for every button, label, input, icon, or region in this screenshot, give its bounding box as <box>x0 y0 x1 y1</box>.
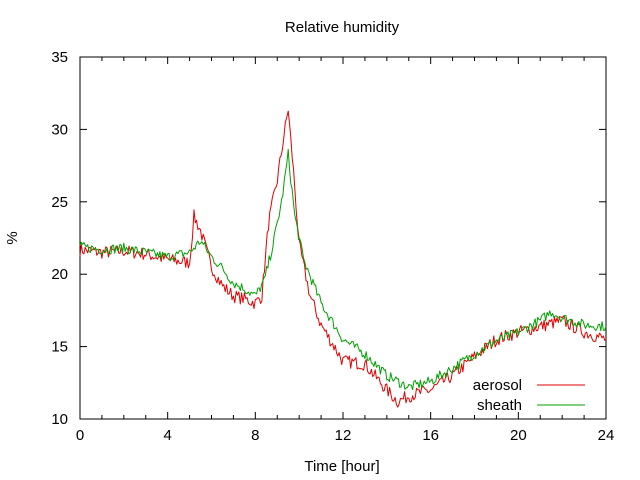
x-tick-label: 4 <box>163 427 171 444</box>
plot-area-frame <box>79 56 607 420</box>
x-tick-label: 20 <box>510 427 527 444</box>
y-tick-label: 10 <box>51 411 68 428</box>
legend-label-aerosol: aerosol <box>473 377 522 394</box>
legend-label-sheath: sheath <box>477 397 522 414</box>
x-tick-label: 0 <box>76 427 84 444</box>
x-tick-label: 8 <box>251 427 259 444</box>
y-tick-label: 30 <box>51 121 68 138</box>
x-tick-label: 12 <box>335 427 352 444</box>
legend: aerosol sheath <box>473 377 585 414</box>
y-tick-label: 35 <box>51 49 68 66</box>
x-tick-label: 24 <box>598 427 615 444</box>
y-tick-label: 15 <box>51 339 68 356</box>
y-tick-label: 20 <box>51 266 68 283</box>
x-tick-label: 16 <box>422 427 439 444</box>
y-tick-label: 25 <box>51 194 68 211</box>
series-line-sheath <box>79 148 607 391</box>
series-line-aerosol <box>79 110 607 408</box>
axis-ticks: 0 4 8 12 16 20 24 10 15 20 25 30 35 <box>51 49 614 444</box>
series-lines <box>79 110 607 408</box>
x-axis-label: Time [hour] <box>304 458 379 475</box>
chart-title: Relative humidity <box>285 19 400 36</box>
y-axis-label: % <box>4 231 21 244</box>
